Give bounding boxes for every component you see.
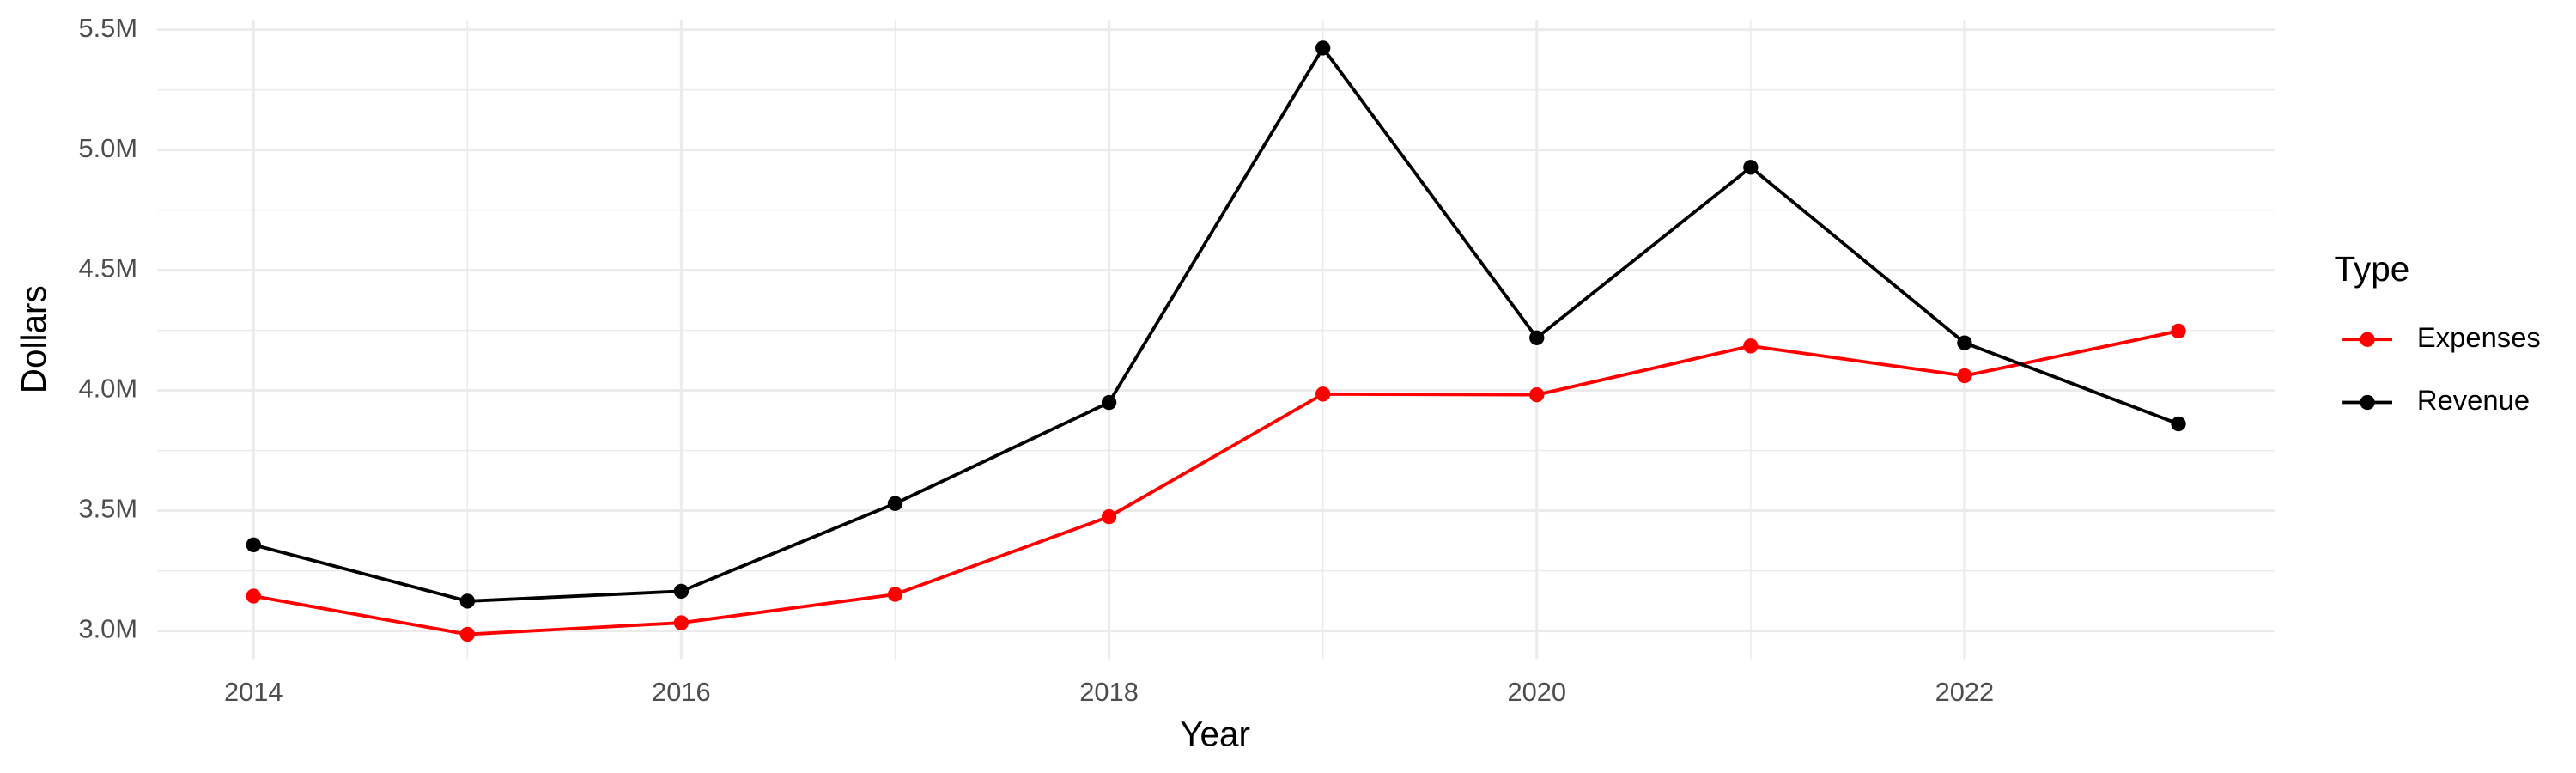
legend-label: Expenses	[2417, 321, 2541, 353]
legend-label: Revenue	[2417, 384, 2530, 416]
y-tick-label: 3.0M	[78, 614, 137, 644]
data-point	[1101, 394, 1117, 411]
data-point	[459, 593, 476, 609]
data-point	[1101, 508, 1117, 525]
x-tick-label: 2014	[224, 677, 283, 707]
data-point	[673, 615, 690, 630]
data-point	[246, 537, 261, 553]
y-tick-label: 5.5M	[78, 13, 137, 43]
data-point	[1529, 386, 1545, 403]
y-axis-label: Dollars	[14, 285, 53, 393]
legend-title: Type	[2335, 249, 2410, 289]
data-point	[1315, 386, 1331, 402]
y-tick-label: 5.0M	[78, 133, 137, 163]
data-point	[1315, 40, 1331, 56]
data-point	[2171, 323, 2186, 339]
y-tick-label: 4.0M	[78, 374, 137, 404]
data-point	[459, 626, 476, 642]
data-point	[887, 587, 903, 602]
x-tick-label: 2020	[1507, 677, 1566, 707]
series-line	[252, 329, 2179, 636]
series-line	[252, 45, 2179, 603]
y-tick-label: 4.5M	[78, 253, 137, 283]
x-tick-label: 2016	[652, 677, 711, 707]
data-point	[887, 496, 903, 511]
x-axis-label: Year	[1180, 715, 1250, 754]
data-point	[1957, 368, 1972, 384]
y-tick-label: 3.5M	[78, 494, 137, 524]
data-point	[1743, 338, 1759, 354]
legend-marker	[2360, 332, 2375, 347]
x-tick-label: 2018	[1079, 677, 1139, 707]
data-point	[2171, 416, 2186, 432]
data-point	[1957, 335, 1972, 350]
data-point	[1529, 330, 1545, 345]
x-tick-label: 2022	[1935, 677, 1995, 707]
legend-marker	[2360, 394, 2375, 411]
data-point	[246, 588, 261, 604]
data-point	[673, 583, 690, 600]
data-point	[1743, 160, 1759, 175]
